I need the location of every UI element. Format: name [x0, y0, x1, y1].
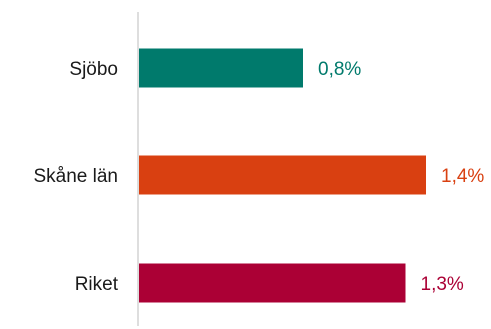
data-label: 1,3%	[421, 274, 464, 295]
data-label: 0,8%	[318, 59, 361, 80]
category-label: Sjöbo	[69, 59, 118, 80]
bar	[139, 155, 426, 195]
category-label: Skåne län	[33, 166, 118, 187]
data-label: 1,4%	[441, 166, 484, 187]
bars-group: Sjöbo 0,8% Skåne län 1,4% Riket 1,3%	[33, 48, 484, 303]
bar	[139, 263, 406, 303]
bar	[139, 48, 303, 88]
category-label: Riket	[75, 274, 119, 295]
